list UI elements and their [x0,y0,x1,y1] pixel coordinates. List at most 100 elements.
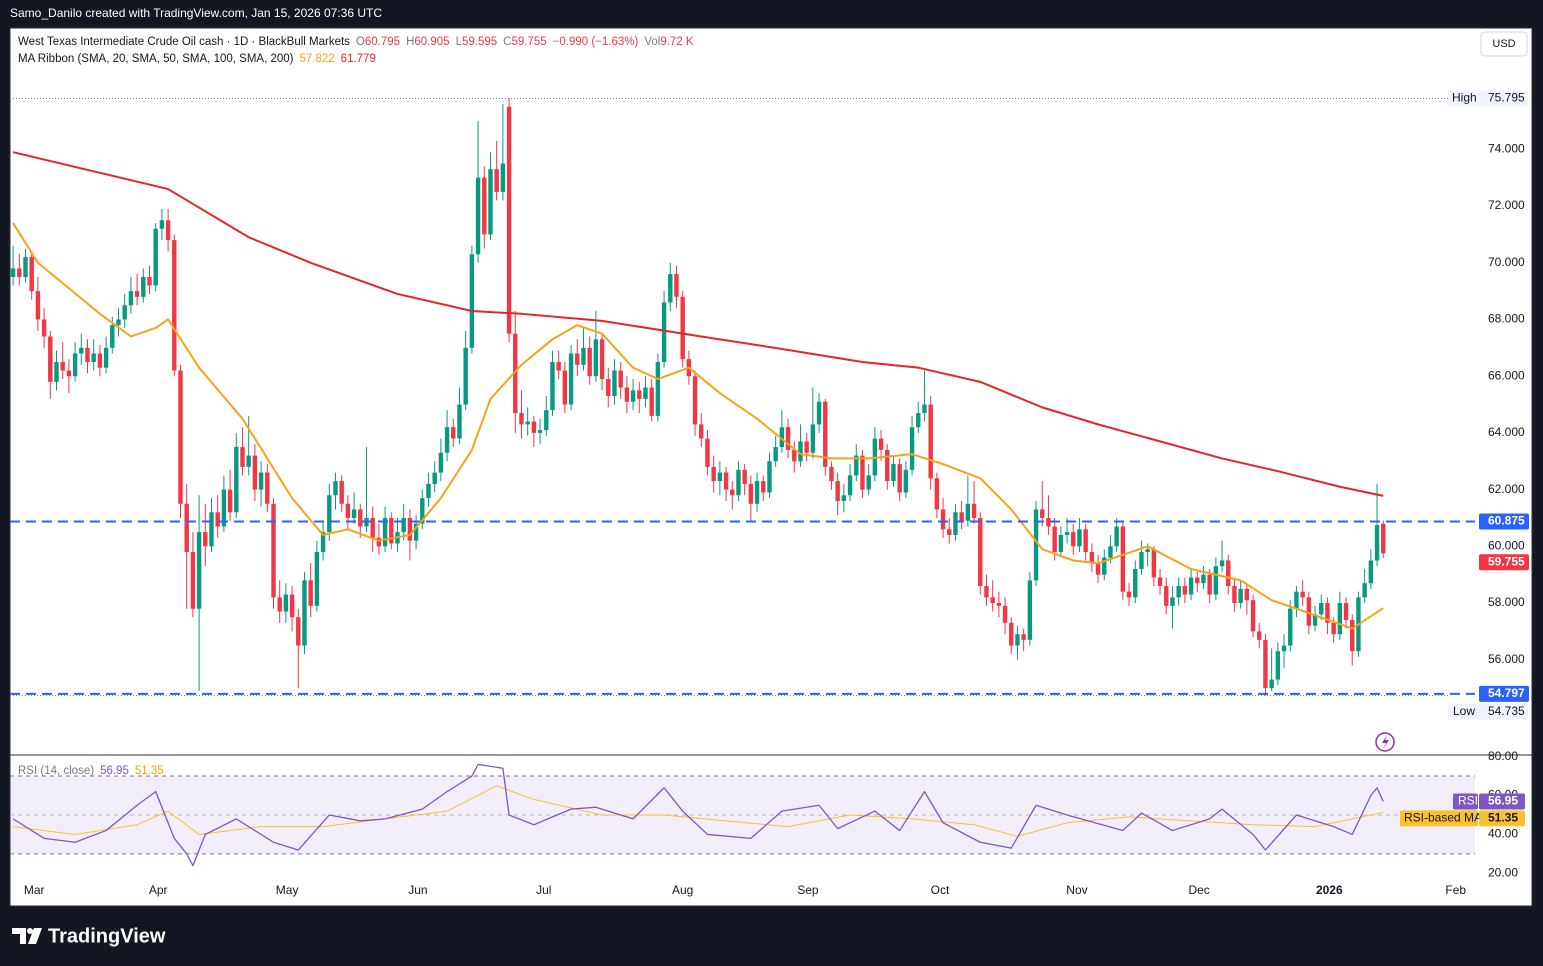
candle-body [730,489,735,496]
candle-body [1269,679,1274,689]
candle-body [866,475,871,490]
candle-body [736,469,741,496]
candle-body [971,503,977,518]
candle-body [934,478,940,510]
candle-body [91,353,96,363]
candle-body [581,347,586,365]
candle-body [531,421,537,433]
candle-body [525,421,530,425]
author-line: Samo_Danilo created with TradingView.com… [10,6,382,20]
candle-body [389,517,394,544]
rsi-tick-label: 80.00 [1488,749,1518,763]
candle-body [916,413,921,428]
candle-body [823,401,828,467]
y-tick-label: 62.000 [1488,482,1525,496]
rsi-legend: RSI (14, close) 56.95 51.35 [18,765,164,777]
candle-body [1300,591,1305,598]
candle-body [1312,614,1318,626]
candle-body [79,347,84,354]
candle-body [1207,574,1212,595]
candle-body [655,362,661,416]
candle-body [1195,577,1200,584]
candle-body [754,481,760,504]
candle-body [978,517,983,587]
candle-body [587,347,592,377]
candle-body [847,475,853,496]
candle-body [1325,603,1330,623]
rsi-badge-label: RSI [1458,794,1478,808]
change: −0.990 (−1.63%) [553,36,639,48]
candle-body [333,481,338,496]
y-tick-label: 56.000 [1488,652,1525,666]
candle-body [909,427,915,470]
symbol-title: West Texas Intermediate Crude Oil cash ·… [18,36,350,48]
candle-body [500,163,506,192]
currency-button[interactable] [1480,31,1528,57]
candle-body [1071,532,1076,547]
candle-body [1226,560,1231,587]
rsi-ma-line [13,785,1384,837]
x-tick-label: Oct [931,883,950,897]
candle-body [940,509,946,530]
x-tick-label: Nov [1066,883,1087,897]
alert-icon[interactable] [1375,732,1395,752]
candle-body [674,274,679,297]
candle-body [1126,591,1132,598]
candle-body [66,370,72,377]
candle-body [835,481,840,501]
rsi-value: 56.95 [100,765,129,777]
level-badge [1479,513,1529,530]
candle-body [110,325,115,348]
level-badge [1479,685,1529,702]
candle-body [358,509,363,527]
candle-body [407,517,413,541]
x-tick-label: Jul [536,883,551,897]
candle-body [153,228,158,286]
last-price-badge [1479,554,1529,571]
candle-body [1232,586,1237,604]
volume-label: Vol [644,36,660,48]
candle-body [1381,523,1386,554]
candle-body [376,537,382,547]
ohlc-value: 60.795 [365,36,400,48]
candle-body [159,220,165,229]
candle-body [854,455,859,476]
candle-body [959,512,964,521]
candle-body [1244,588,1250,601]
candle-body [432,472,437,484]
candle-body [184,503,189,552]
candle-body [1281,645,1287,652]
rsi-ma-value-badge [1479,810,1525,827]
candle-body [798,441,803,462]
candle-body [1337,603,1343,635]
candle-body [965,503,971,521]
candle-body [537,430,543,433]
rsi-ma-value-label: 51.35 [1488,811,1518,825]
candle-body [209,512,214,547]
candle-body [1306,597,1312,626]
rsi-value-label: 56.95 [1488,794,1518,808]
candle-body [17,268,22,277]
candle-body [618,370,623,388]
candle-body [1009,622,1014,646]
candle-body [296,617,301,646]
candle-body [953,512,958,535]
candle-body [283,594,289,612]
candle-body [1238,588,1243,604]
candle-body [203,532,208,547]
candle-body [947,529,952,535]
candle-body [370,517,375,538]
candle-body [550,362,555,411]
candle-body [897,464,902,493]
candle-body [97,353,103,368]
candle-body [103,347,109,368]
level-label: 54.797 [1488,686,1525,700]
candle-body [227,489,233,513]
candle-body [1250,600,1256,632]
ohlc-value: 60.905 [414,36,449,48]
ohlc-label: H [406,36,414,48]
candle-body [878,438,884,450]
ma-value: 61.779 [341,53,376,65]
ma-title: MA Ribbon (SMA, 20, SMA, 50, SMA, 100, S… [18,53,294,65]
ma-value: 57.822 [299,53,334,65]
